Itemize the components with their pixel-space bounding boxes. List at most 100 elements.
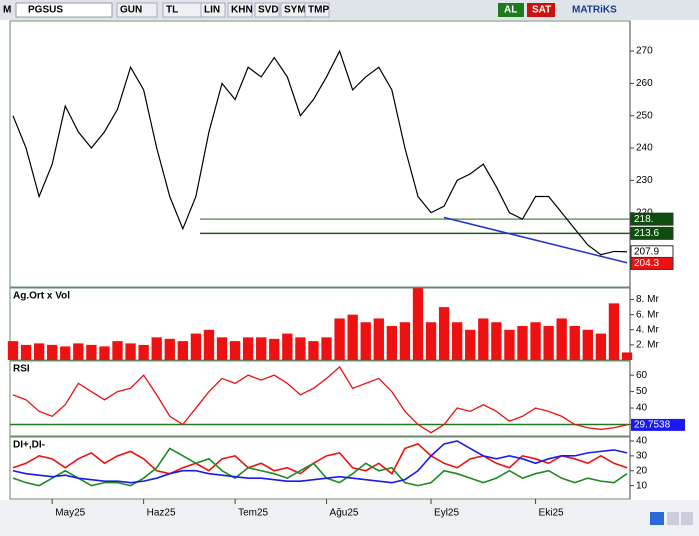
y-tick-label: 230 (636, 175, 653, 186)
y-tick-label: 20 (636, 465, 648, 476)
bar (60, 346, 71, 360)
panel-title: DI+,DI- (13, 440, 45, 451)
bar (582, 329, 593, 360)
bar (347, 314, 358, 360)
series-line (12, 440, 628, 484)
bar (569, 326, 580, 360)
bar (530, 322, 541, 360)
toolbar-button[interactable] (304, 2, 330, 18)
bar (504, 329, 515, 360)
bar (164, 338, 175, 360)
symbol: PGSUS (28, 5, 63, 16)
bar (203, 329, 215, 360)
scroll-left[interactable] (667, 512, 679, 525)
bar (125, 343, 136, 360)
bar (321, 337, 332, 360)
toolbar-button[interactable] (116, 2, 158, 18)
toolbar-button-label[interactable]: SYM (284, 5, 306, 16)
toolbar-button[interactable] (227, 2, 253, 18)
bar (7, 341, 19, 360)
symbol-box (15, 2, 113, 18)
price-label: 213.6 (634, 228, 659, 239)
toolbar-button-label[interactable]: SVD (258, 5, 279, 16)
price-label-box (630, 226, 674, 240)
x-tick-label: Haz25 (147, 508, 176, 519)
x-tick-label: Eyl25 (434, 508, 459, 519)
sell-button[interactable] (527, 3, 555, 17)
y-tick-label: 8. Mr (636, 294, 659, 305)
bar (73, 343, 84, 360)
bar (517, 326, 528, 360)
series-line (12, 443, 628, 475)
bar (86, 344, 97, 360)
price-label: 218. (634, 214, 653, 225)
bar (438, 307, 450, 360)
y-tick-label: 270 (636, 46, 653, 57)
toolbar-button-label[interactable]: TMP (308, 5, 329, 16)
scroll-right[interactable] (681, 512, 693, 525)
bar (295, 337, 306, 360)
price-label-box (630, 212, 674, 226)
bar (47, 344, 58, 360)
series-line (12, 447, 628, 487)
x-tick-label: Tem25 (238, 508, 268, 519)
buy-label[interactable]: AL (504, 5, 517, 16)
bar (543, 326, 554, 360)
bar (334, 318, 345, 360)
y-tick-label: 40 (636, 403, 648, 414)
current-value-label: 29.7538 (634, 420, 671, 431)
brand: MATRiKS (572, 5, 617, 16)
bar (308, 341, 319, 360)
bar (282, 333, 293, 360)
toolbar-button-label[interactable]: LIN (204, 5, 220, 16)
x-tick-label: Ağu25 (330, 508, 359, 519)
y-tick-label: 240 (636, 143, 653, 154)
bar (621, 352, 633, 360)
bar (229, 341, 241, 360)
series-line (12, 49, 628, 256)
bar (138, 344, 149, 360)
sell-label[interactable]: SAT (532, 5, 551, 16)
bar (112, 341, 123, 360)
bar (216, 337, 228, 360)
toolbar-button-label[interactable]: KHN (231, 5, 253, 16)
y-tick-label: 250 (636, 110, 653, 121)
bar (452, 322, 463, 360)
current-value-box (631, 418, 685, 431)
y-tick-label: 30 (636, 450, 648, 461)
refresh-button[interactable] (650, 512, 664, 525)
bar (478, 318, 489, 360)
bar (151, 337, 162, 360)
price-label-box (630, 256, 674, 270)
toolbar-button-label[interactable]: GUN (120, 5, 142, 16)
toolbar-button-label[interactable]: TL (166, 5, 178, 16)
bar (177, 341, 188, 360)
bar (595, 333, 607, 360)
bar (556, 318, 567, 360)
toolbar-button[interactable] (254, 2, 280, 18)
price-label: 207.9 (634, 246, 659, 257)
toolbar-button[interactable] (200, 2, 226, 18)
panel-title: RSI (13, 364, 30, 375)
y-tick-label: 2. Mr (636, 340, 659, 351)
y-tick-label: 6. Mr (636, 309, 659, 320)
buy-button[interactable] (498, 3, 524, 17)
y-tick-label: 40 (636, 436, 648, 447)
bar (360, 322, 371, 360)
logo: M (3, 5, 11, 16)
bar (465, 329, 476, 360)
y-tick-label: 60 (636, 370, 648, 381)
panel-title: Ag.Ort x Vol (13, 291, 70, 302)
bar (399, 322, 411, 360)
bar (33, 343, 45, 360)
y-tick-label: 50 (636, 386, 648, 397)
bar (412, 288, 424, 360)
bar (386, 326, 398, 360)
y-tick-label: 4. Mr (636, 324, 659, 335)
bar (269, 338, 280, 360)
bar (242, 337, 254, 360)
bar (373, 318, 384, 360)
bar (190, 333, 202, 360)
